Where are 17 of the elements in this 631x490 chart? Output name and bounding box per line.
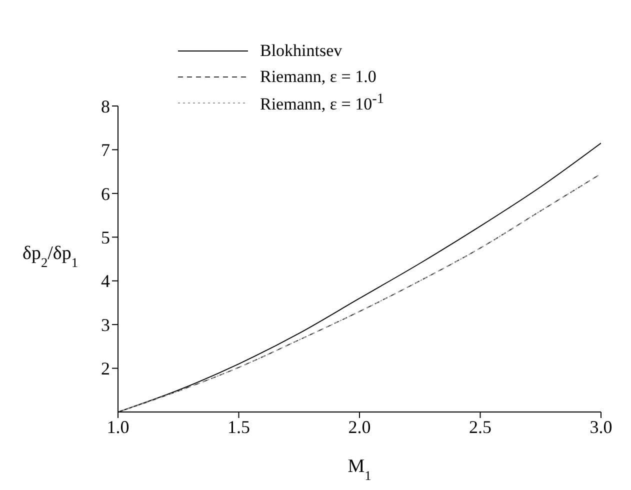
- x-tick-label: 3.0: [590, 416, 612, 437]
- x-tick-label: 1.0: [106, 416, 130, 437]
- legend-label: Riemann, ε = 1.0: [260, 67, 376, 87]
- y-axis-title: δp$_{2}$/δp$_{1}$: [22, 243, 78, 270]
- y-tick-label: 2: [101, 358, 110, 379]
- x-tick-label: 2.0: [348, 416, 371, 437]
- x-tick-label: 2.5: [469, 416, 492, 437]
- x-axis-title: M$_{1}$: [348, 456, 372, 482]
- y-tick-label: 7: [101, 140, 110, 160]
- y-tick-label: 4: [101, 271, 110, 292]
- y-tick-label: 8: [101, 96, 110, 116]
- y-tick-label: 3: [101, 314, 110, 335]
- y-tick-label: 5: [101, 228, 110, 248]
- x-tick-label: 1.5: [228, 416, 250, 437]
- legend-label: Blokhintsev: [260, 41, 342, 61]
- y-tick-label: 6: [101, 184, 110, 204]
- legend-label: Riemann, ε = 10$^{-1}$: [260, 91, 384, 115]
